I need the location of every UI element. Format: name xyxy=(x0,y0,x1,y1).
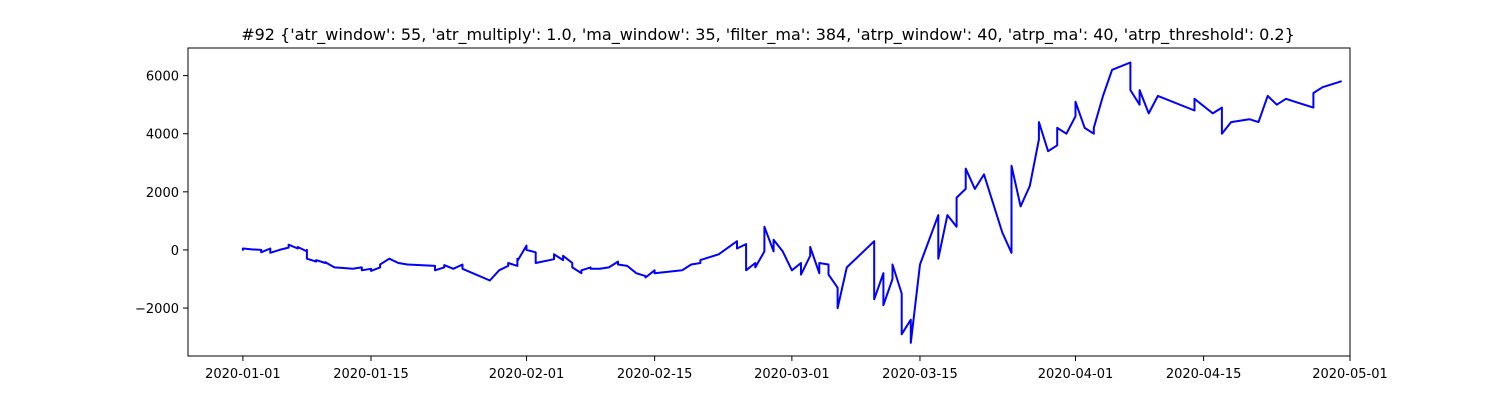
x-tick-label: 2020-03-01 xyxy=(754,367,830,382)
y-tick-label: 2000 xyxy=(146,186,179,201)
chart-title: #92 {'atr_window': 55, 'atr_multiply': 1… xyxy=(241,25,1295,45)
y-axis: −2000 0 2000 4000 6000 xyxy=(135,70,188,317)
x-tick-label: 2020-01-01 xyxy=(205,367,281,382)
series-layer xyxy=(241,61,1342,344)
series-line xyxy=(241,61,1342,344)
x-tick-label: 2020-05-01 xyxy=(1312,367,1388,382)
x-tick-label: 2020-02-15 xyxy=(617,367,693,382)
y-tick-label: 0 xyxy=(171,244,179,259)
x-tick-label: 2020-04-15 xyxy=(1166,367,1242,382)
y-tick-label: 4000 xyxy=(146,128,179,143)
x-axis: 2020-01-01 2020-01-15 2020-02-01 2020-02-15… xyxy=(205,356,1388,382)
plot-area xyxy=(187,47,1351,357)
x-tick-label: 2020-01-15 xyxy=(333,367,409,382)
y-tick-label: 6000 xyxy=(146,70,179,85)
x-tick-label: 2020-03-15 xyxy=(882,367,958,382)
x-tick-label: 2020-02-01 xyxy=(489,367,565,382)
x-tick-label: 2020-04-01 xyxy=(1038,367,1114,382)
y-tick-label: −2000 xyxy=(135,302,179,317)
